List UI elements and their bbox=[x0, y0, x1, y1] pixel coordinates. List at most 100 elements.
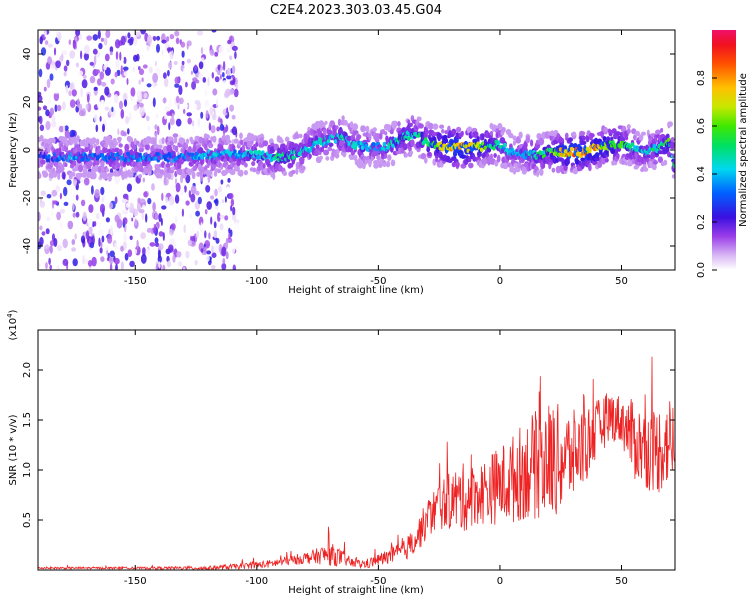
spectrogram-cell bbox=[83, 52, 89, 61]
spectrogram-cell bbox=[156, 144, 163, 149]
spectrogram-cell bbox=[199, 157, 205, 165]
spectrogram-cell bbox=[100, 186, 105, 196]
spectrogram-cell bbox=[444, 138, 449, 144]
snr-y-tick-label: 1.0 bbox=[22, 462, 33, 478]
spectrogram-cell bbox=[427, 122, 434, 130]
spectrogram-cell bbox=[518, 131, 523, 139]
spectrogram-cell bbox=[118, 143, 123, 148]
spectrogram-cell bbox=[42, 105, 48, 111]
spectrogram-cell bbox=[39, 225, 43, 231]
spectrogram-cell bbox=[152, 202, 156, 212]
spectrogram-cell bbox=[44, 244, 50, 249]
spectrogram-cell bbox=[158, 231, 164, 237]
spectrogram-cell bbox=[134, 248, 138, 254]
spectrogram-cell bbox=[108, 172, 114, 177]
spectrogram-cell bbox=[602, 145, 607, 151]
spectrogram-cell bbox=[201, 36, 205, 43]
spectrogram-cell bbox=[214, 198, 219, 207]
spectrogram-cell bbox=[496, 154, 501, 163]
spectrogram-cell bbox=[80, 87, 83, 98]
spectrogram-cell bbox=[114, 71, 118, 78]
spectrogram-cell bbox=[195, 210, 201, 217]
spectrogram-cell bbox=[226, 139, 232, 144]
spectrogram-cell bbox=[63, 65, 68, 72]
spectrogram-cell bbox=[176, 162, 182, 171]
spectrogram-cell bbox=[116, 162, 121, 169]
spectrogram-cell bbox=[91, 137, 97, 145]
spectrogram-cell bbox=[626, 124, 631, 130]
spectrogram-cell bbox=[660, 127, 664, 133]
spectrogram-cell bbox=[46, 194, 52, 199]
spectrogram-cell bbox=[118, 149, 123, 156]
spectrogram-cell bbox=[323, 149, 330, 156]
spectrogram-cell bbox=[238, 169, 244, 177]
spectrogram-cell bbox=[168, 61, 172, 69]
spectrogram-cell bbox=[218, 185, 223, 193]
spectrogram-cell bbox=[152, 139, 157, 145]
spectrogram-cell bbox=[139, 106, 145, 117]
snr-scale-suffix: ) bbox=[8, 309, 19, 313]
spectrogram-cell bbox=[232, 145, 236, 151]
spectrogram-cell bbox=[467, 156, 472, 163]
spectrogram-cell bbox=[71, 172, 76, 177]
spectrogram-cell bbox=[43, 86, 47, 92]
spectrogram-cell bbox=[49, 107, 55, 116]
spectrogram-cell bbox=[147, 34, 152, 45]
spectrogram-cell bbox=[223, 32, 227, 39]
spectrogram-cell bbox=[142, 64, 148, 69]
spectrogram-cell bbox=[219, 223, 224, 231]
spectrogram-cell bbox=[62, 101, 66, 111]
spectrogram-cell bbox=[117, 138, 121, 144]
spectrogram-cell bbox=[225, 251, 229, 260]
spectrogram-cell bbox=[493, 153, 497, 158]
spectrogram-cell bbox=[177, 104, 180, 110]
spectrogram-cell bbox=[228, 227, 231, 234]
spectrogram-cell bbox=[102, 146, 108, 154]
spectrogram-cell bbox=[169, 49, 174, 60]
spectrogram-cell bbox=[417, 123, 424, 129]
spectrogram-cell bbox=[52, 177, 57, 188]
spectrogram-cell bbox=[82, 74, 87, 79]
spectrogram-cell bbox=[103, 37, 108, 46]
snr-series-line bbox=[38, 356, 675, 570]
spectrogram-cell bbox=[101, 99, 105, 108]
spectrogram-cell bbox=[356, 134, 362, 140]
spectrogram-x-ticks: -150 -100 -50 0 50 bbox=[124, 30, 628, 287]
spectrogram-cell bbox=[666, 146, 670, 153]
spectrogram-cell bbox=[409, 150, 414, 155]
spectrogram-cell bbox=[66, 179, 72, 186]
spectrogram-cell bbox=[172, 241, 177, 249]
spectrogram-cell bbox=[154, 163, 160, 169]
spectrogram-cell bbox=[200, 248, 204, 253]
spectrogram-cell bbox=[292, 143, 299, 148]
spectrogram-cell bbox=[231, 114, 236, 120]
spectrogram-cell bbox=[142, 247, 146, 256]
spectrogram-cell bbox=[204, 89, 208, 97]
spectrogram-cell bbox=[175, 177, 177, 185]
spectrogram-cell bbox=[62, 186, 68, 197]
spectrogram-cell bbox=[44, 30, 47, 38]
spectrogram-cell bbox=[216, 126, 220, 132]
spectrogram-cell bbox=[407, 119, 411, 125]
spectrogram-cell bbox=[180, 41, 186, 48]
spectrogram-cell bbox=[168, 244, 174, 253]
snr-x-tick-label: -50 bbox=[370, 576, 386, 587]
spectrogram-cell bbox=[68, 39, 72, 45]
spectrogram-cell bbox=[111, 148, 116, 154]
spectrogram-cell bbox=[610, 136, 614, 142]
spectrogram-cell bbox=[453, 137, 459, 144]
spectrogram-cell bbox=[169, 99, 172, 109]
snr-x-ticks: -150 -100 -50 0 50 bbox=[124, 330, 628, 587]
spectrogram-cell bbox=[123, 56, 127, 64]
spectrogram-cell bbox=[109, 46, 114, 53]
spectrogram-cell bbox=[186, 112, 192, 117]
spectrogram-cell bbox=[222, 258, 226, 265]
spectrogram-cell bbox=[114, 176, 120, 184]
spectrogram-cell bbox=[233, 138, 239, 144]
spectrogram-cell bbox=[175, 182, 181, 193]
spectrogram-cell bbox=[436, 132, 442, 140]
spectrogram-cell bbox=[175, 95, 180, 104]
spectrogram-cell bbox=[294, 133, 300, 139]
spectrogram-cell bbox=[278, 139, 284, 144]
